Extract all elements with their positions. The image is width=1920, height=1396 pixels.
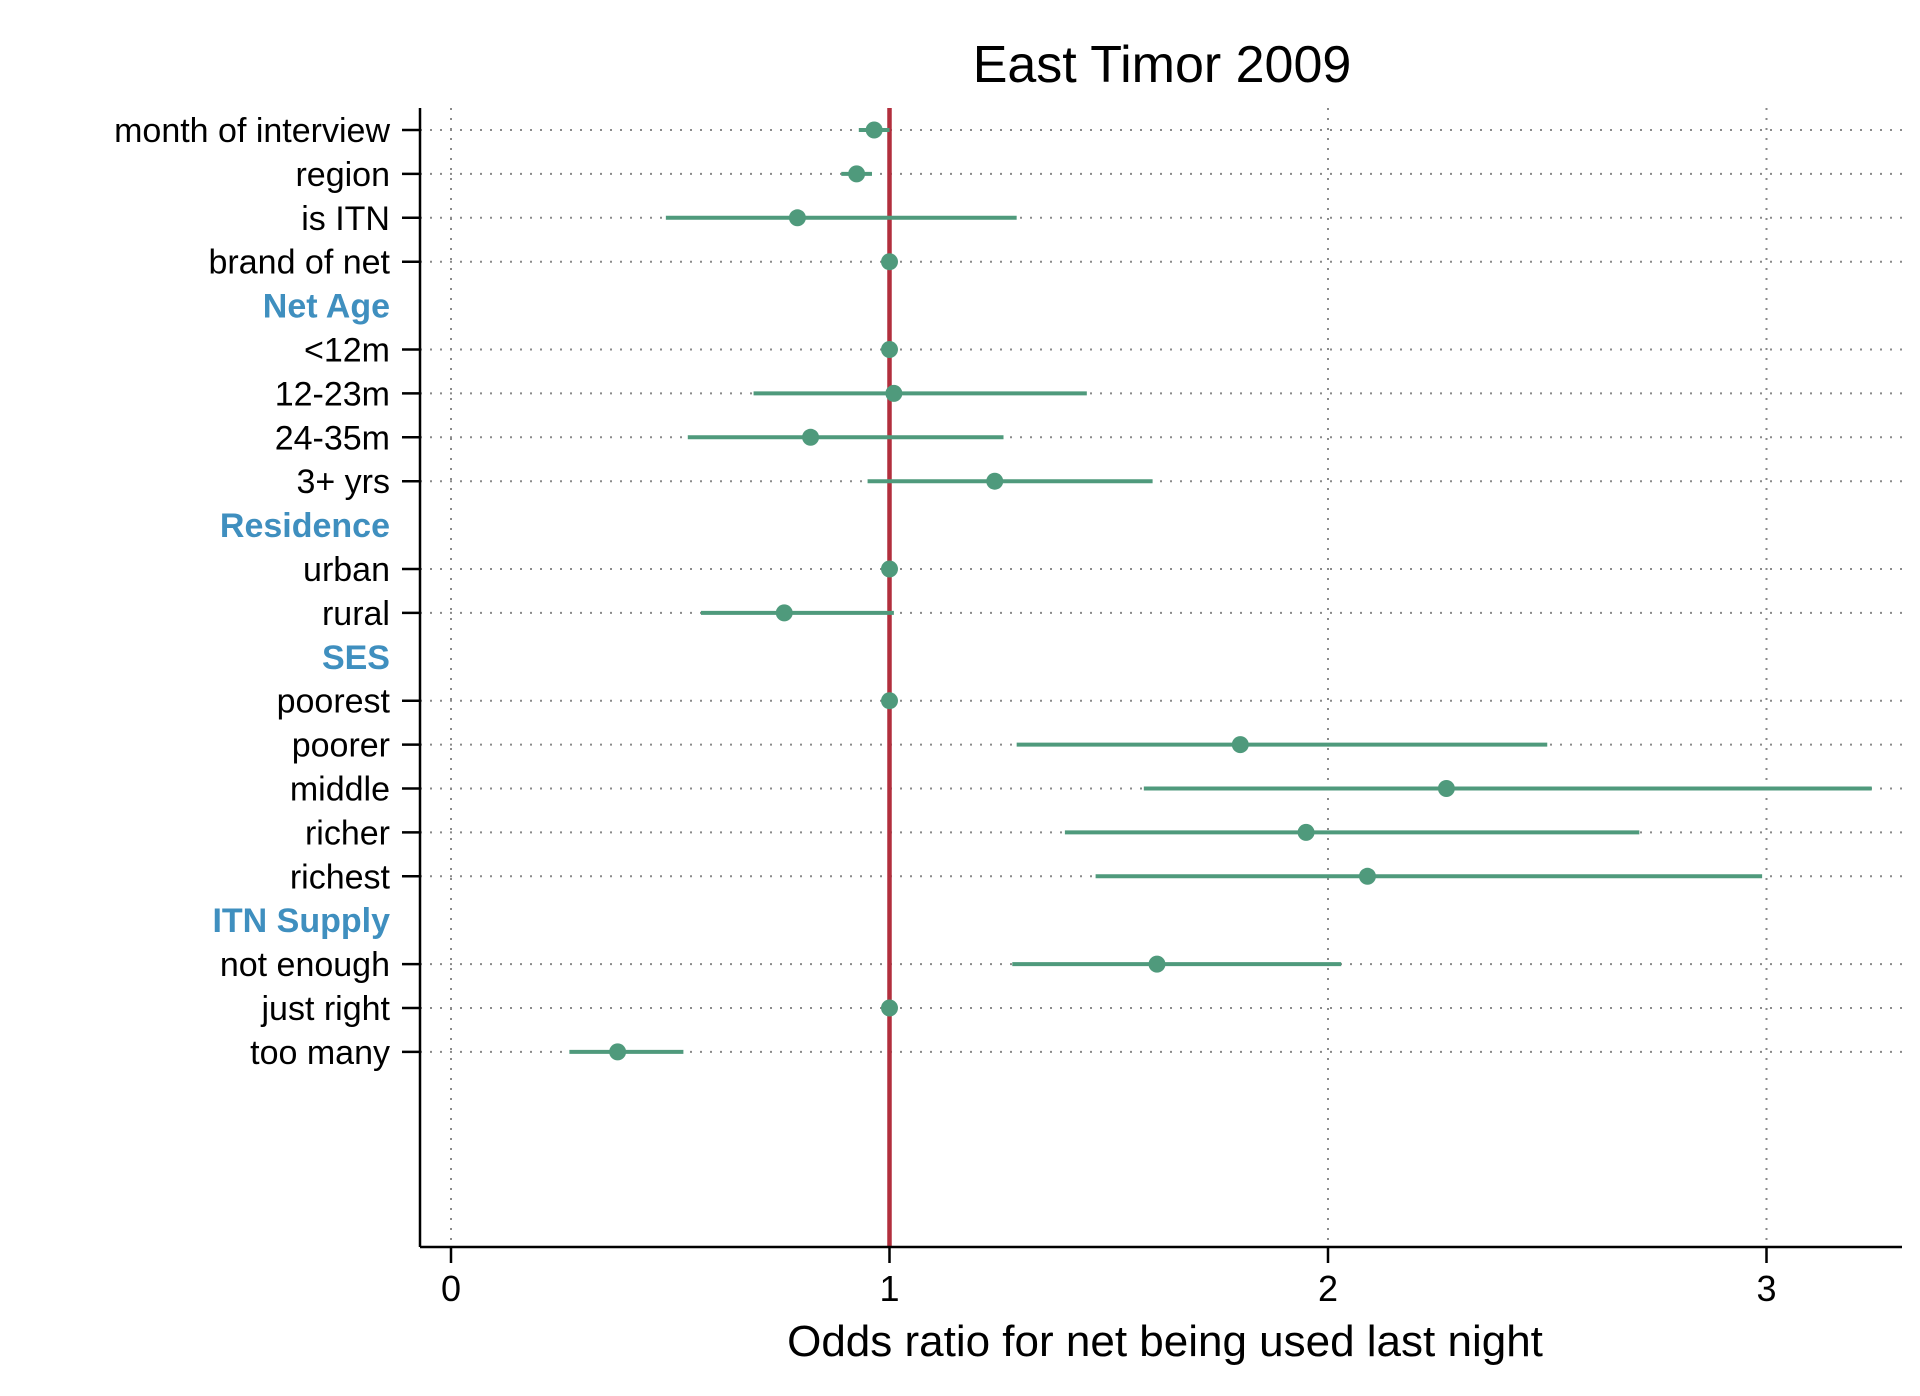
row-label: richer — [305, 814, 390, 852]
axis-layer: 0 1 2 3 — [402, 108, 1902, 1309]
odds-ratio-point — [865, 121, 883, 139]
row-label: 3+ yrs — [296, 463, 390, 501]
odds-ratio-point — [885, 384, 903, 402]
row-label: is ITN — [301, 200, 390, 238]
odds-ratio-point — [881, 341, 898, 358]
odds-ratio-point — [986, 472, 1004, 490]
interval-layer — [569, 128, 1872, 1054]
row-label: month of interview — [114, 112, 390, 150]
row-label: not enough — [220, 946, 390, 984]
row-label: poorest — [277, 683, 391, 721]
row-label: 12-23m — [275, 375, 390, 413]
odds-ratio-point — [1297, 823, 1315, 841]
row-label-layer: month of interview region is ITN brand of n… — [114, 112, 390, 1072]
odds-ratio-point — [609, 1043, 627, 1061]
group-label: Residence — [220, 507, 390, 545]
odds-ratio-point — [881, 560, 898, 578]
row-label: urban — [303, 551, 390, 589]
odds-ratio-point — [1148, 955, 1166, 973]
group-label: ITN Supply — [212, 902, 390, 940]
row-label: brand of net — [209, 244, 391, 282]
row-label: richest — [290, 858, 391, 896]
odds-ratio-point — [1358, 867, 1376, 885]
row-label: <12m — [304, 332, 390, 370]
x-tick-label: 3 — [1756, 1268, 1776, 1309]
row-label: rural — [322, 595, 390, 633]
odds-ratio-point — [1437, 780, 1455, 797]
row-label: region — [295, 156, 390, 194]
row-label: just right — [261, 990, 391, 1028]
odds-ratio-point — [881, 253, 898, 271]
x-tick-label: 0 — [441, 1268, 461, 1309]
group-label: Net Age — [263, 288, 390, 326]
group-label: SES — [322, 639, 390, 677]
row-label: middle — [290, 771, 390, 809]
odds-ratio-point — [881, 999, 898, 1017]
odds-ratio-point — [788, 209, 806, 227]
odds-ratio-point — [848, 165, 866, 183]
row-label: poorer — [292, 727, 390, 765]
odds-ratio-point — [775, 604, 793, 622]
odds-ratio-point — [1231, 736, 1249, 754]
odds-ratio-point — [881, 692, 898, 710]
grid-layer — [420, 108, 1902, 1247]
x-axis-label: Odds ratio for net being used last night — [787, 1317, 1543, 1366]
x-tick-label: 2 — [1318, 1268, 1338, 1309]
chart-title: East Timor 2009 — [973, 36, 1352, 94]
row-label: 24-35m — [275, 419, 390, 457]
point-layer — [609, 121, 1455, 1061]
x-tick-label: 1 — [879, 1268, 899, 1309]
row-label: too many — [250, 1034, 390, 1072]
odds-ratio-point — [802, 428, 820, 446]
